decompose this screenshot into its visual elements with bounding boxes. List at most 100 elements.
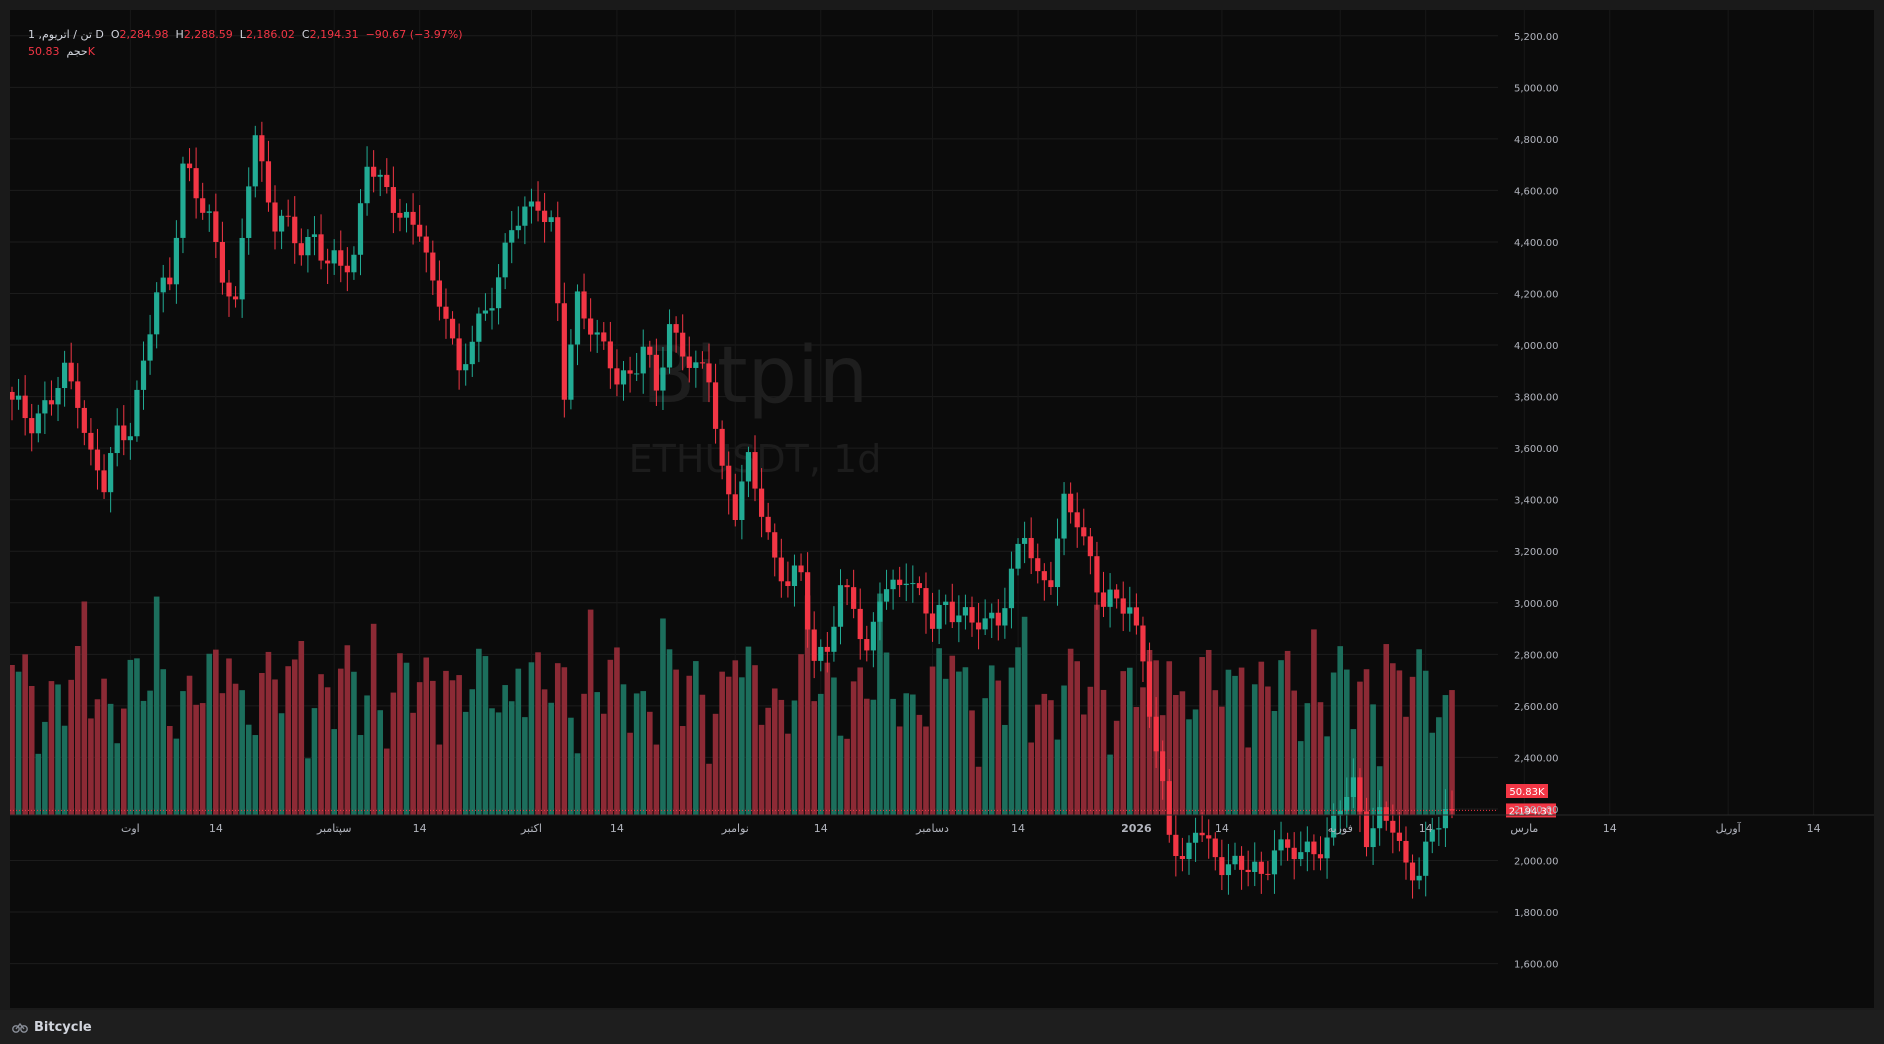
candle-body (588, 318, 594, 335)
candle-body (1199, 832, 1205, 836)
volume-bar (1337, 646, 1344, 815)
volume-bar (285, 666, 291, 815)
volume-bar (239, 690, 245, 815)
volume-bar (1199, 657, 1205, 815)
candle-body (75, 381, 81, 408)
candle-body (758, 488, 765, 517)
candle-body (1423, 841, 1429, 876)
candle-body (1008, 568, 1015, 609)
candle-body (1114, 589, 1120, 599)
candle-body (699, 362, 706, 364)
price-tick-label: 2,800.00 (1514, 650, 1559, 661)
candle-body (186, 163, 193, 169)
candle-body (1304, 841, 1310, 853)
price-tick-label: 3,600.00 (1514, 444, 1559, 455)
candle-body (1278, 839, 1284, 851)
volume-bar (942, 678, 949, 815)
volume-bar (627, 732, 633, 815)
volume-bar (305, 758, 311, 815)
volume-bar (1100, 689, 1107, 815)
volume-bar (377, 710, 384, 815)
volume-bar (778, 699, 785, 815)
candle-body (1054, 538, 1061, 588)
volume-bar (88, 718, 94, 815)
volume-legend: حجم 50.83K (28, 45, 95, 58)
candle-body (956, 615, 962, 623)
candle-body (890, 579, 896, 590)
candle-body (805, 572, 811, 630)
volume-bar (587, 609, 594, 815)
price-tick-label: 4,600.00 (1514, 186, 1559, 197)
candle-body (154, 292, 160, 335)
candle-body (193, 168, 199, 199)
candle-body (798, 565, 804, 573)
candle-body (647, 346, 653, 355)
volume-value: 50.83K (28, 45, 95, 58)
candle-body (831, 626, 837, 652)
candle-body (390, 187, 396, 213)
candle-body (1068, 493, 1074, 513)
candle-body (81, 407, 87, 433)
volume-bar (160, 669, 167, 815)
volume-bar (863, 698, 870, 815)
candle-body (745, 452, 752, 482)
volume-bar (666, 649, 673, 815)
volume-bar (436, 744, 443, 815)
candle-body (897, 579, 903, 586)
candle-body (259, 135, 265, 162)
volume-bar (1396, 670, 1403, 815)
candle-body (15, 395, 22, 400)
volume-bar (1054, 739, 1061, 815)
candle-body (1265, 873, 1271, 875)
price-tick-label: 5,000.00 (1514, 83, 1559, 94)
volume-bar (120, 708, 127, 815)
candle-body (883, 589, 890, 602)
volume-bar (574, 753, 581, 815)
candle-body (476, 313, 482, 342)
volume-bar (61, 725, 68, 815)
candle-body (1048, 580, 1054, 588)
candle-body (542, 210, 548, 223)
candle-body (1311, 841, 1317, 855)
chart-panel[interactable]: Bitpin ETHUSDT, 1d 2,194.31 50.83K 5,200.00 5… (10, 10, 1874, 1008)
candle-body (706, 363, 712, 383)
price-tick-label: 4,200.00 (1514, 290, 1559, 301)
volume-bar (712, 713, 719, 815)
candle-body (252, 135, 258, 187)
candle-body (1100, 592, 1107, 607)
volume-bar (679, 726, 686, 815)
candle-body (1363, 811, 1370, 848)
candle-body (1120, 598, 1126, 614)
volume-bar (259, 672, 265, 815)
candle-body (1258, 861, 1264, 874)
candle-body (726, 465, 732, 495)
volume-bar (706, 763, 712, 815)
candle-body (877, 601, 883, 622)
candle-body (1409, 862, 1416, 881)
volume-bar (364, 695, 370, 815)
candle-body (1271, 850, 1278, 875)
volume-bar (153, 596, 160, 815)
candle-body (1173, 834, 1179, 857)
volume-bar (785, 733, 791, 815)
volume-bar (55, 684, 61, 815)
candle-body (443, 306, 449, 319)
open-value: 2,284.98 (119, 28, 169, 41)
volume-bar (1008, 667, 1015, 815)
candle-body (35, 413, 41, 434)
candle-body (962, 607, 969, 616)
volume-bar (548, 702, 554, 815)
candle-body (811, 629, 817, 661)
volume-bar (1390, 663, 1396, 815)
volume-bar (351, 671, 357, 815)
volume-bar (1311, 629, 1317, 815)
candle-body (239, 237, 245, 300)
candle-body (614, 368, 620, 385)
volume-bar (1284, 650, 1291, 815)
candle-body (1416, 875, 1422, 881)
last-price-badge (1506, 803, 1556, 818)
candle-body (121, 425, 127, 441)
candle-body (1094, 556, 1100, 593)
footer-brand[interactable]: Bitcycle (12, 1020, 92, 1035)
